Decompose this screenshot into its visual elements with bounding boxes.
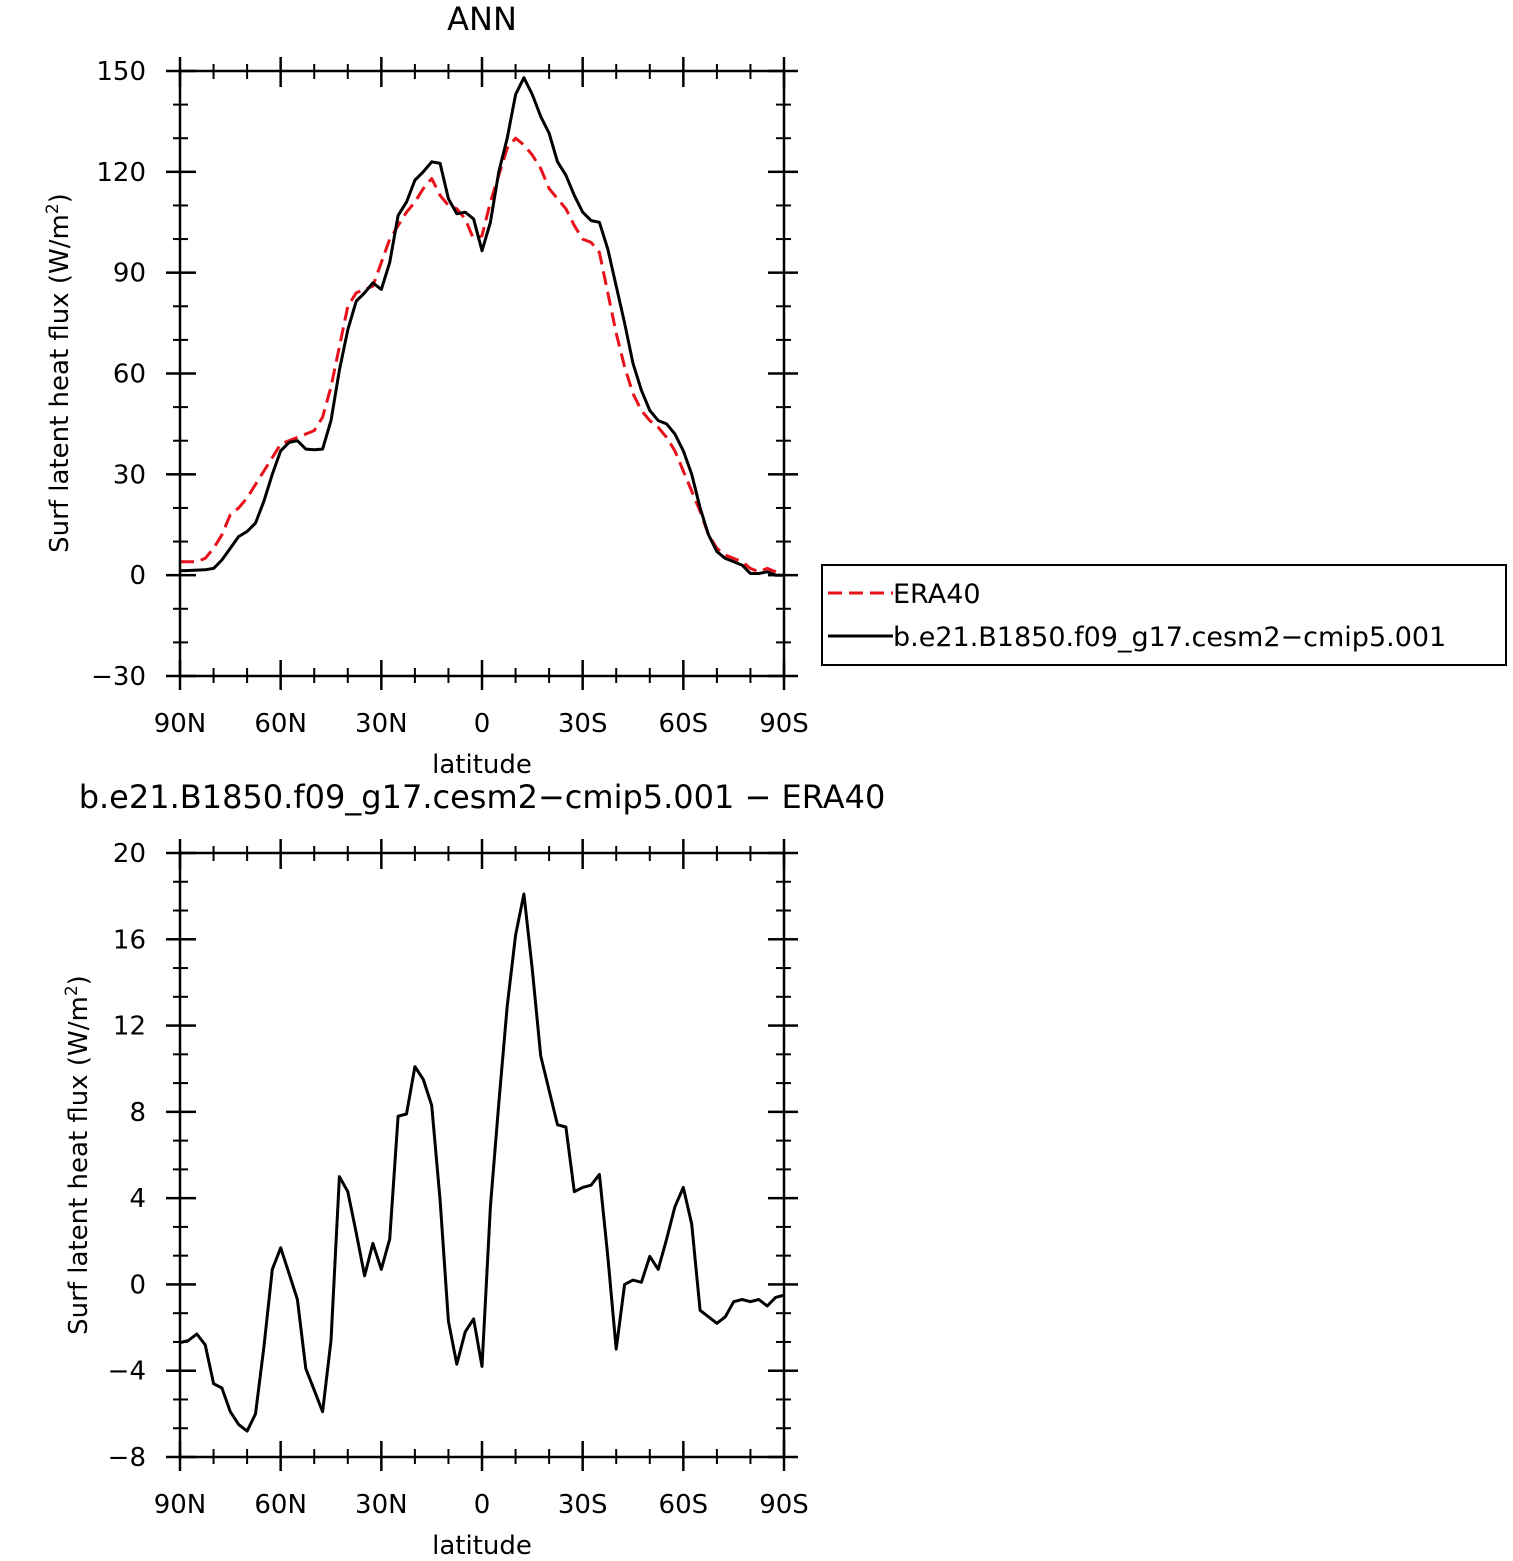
- y-tick-label: 30: [113, 460, 146, 490]
- x-tick-label: 90S: [759, 709, 809, 739]
- legend: ERA40 b.e21.B1850.f09_g17.cesm2−cmip5.001: [821, 564, 1507, 666]
- y-tick-label: 150: [96, 57, 146, 87]
- chart-title: b.e21.B1850.f09_g17.cesm2−cmip5.001 − ER…: [79, 778, 886, 816]
- y-tick-label: 4: [129, 1184, 146, 1214]
- y-tick-label: 90: [113, 259, 146, 289]
- x-tick-label: 30S: [558, 709, 608, 739]
- x-tick-label: 60N: [254, 709, 307, 739]
- legend-box: [821, 564, 1507, 666]
- x-tick-label: 90N: [154, 1490, 207, 1520]
- x-tick-label: 90S: [759, 1490, 809, 1520]
- legend-label-1: ERA40: [893, 579, 981, 610]
- x-axis-label: latitude: [432, 1531, 532, 1561]
- x-tick-label: 60N: [254, 1490, 307, 1520]
- x-tick-label: 0: [474, 709, 491, 739]
- y-tick-label: 0: [129, 1270, 146, 1300]
- y-axis-label: Surf latent heat flux (W/m2): [62, 975, 94, 1335]
- x-tick-label: 30N: [355, 709, 408, 739]
- series-line-b-e21-b1850-f09-g17-cesm2-cmip5-001: [179, 76, 784, 577]
- legend-label-2: b.e21.B1850.f09_g17.cesm2−cmip5.001: [893, 622, 1446, 653]
- y-tick-label: −8: [108, 1443, 146, 1473]
- series-line-era40: [180, 136, 785, 577]
- y-tick-label: 120: [96, 158, 146, 188]
- chart-panel-1: ANN −30 0 30 60 90 120 150 90N 60N 30N 0 30S 60S 90S la…: [43, 0, 1507, 780]
- x-tick-label: 0: [474, 1490, 491, 1520]
- x-tick-label: 60S: [659, 1490, 709, 1520]
- x-tick-label: 30N: [355, 1490, 408, 1520]
- chart-title: ANN: [447, 0, 517, 38]
- y-tick-label: 60: [113, 360, 146, 390]
- y-tick-label: −30: [91, 662, 146, 692]
- x-tick-label: 60S: [659, 709, 709, 739]
- chart-panel-2: b.e21.B1850.f09_g17.cesm2−cmip5.001 − ER…: [62, 778, 885, 1561]
- y-tick-label: 8: [129, 1098, 146, 1128]
- y-tick-label: 0: [129, 561, 146, 591]
- y-tick-label: 16: [113, 925, 146, 955]
- x-axis-label: latitude: [432, 750, 532, 780]
- series-line-difference: [179, 892, 785, 1433]
- y-tick-label: 20: [113, 839, 146, 869]
- x-tick-label: 90N: [154, 709, 207, 739]
- plot-frame: [178, 69, 786, 678]
- y-axis-label: Surf latent heat flux (W/m2): [43, 193, 75, 553]
- y-tick-label: −4: [108, 1357, 146, 1387]
- y-tick-label: 12: [113, 1012, 146, 1042]
- x-tick-label: 30S: [558, 1490, 608, 1520]
